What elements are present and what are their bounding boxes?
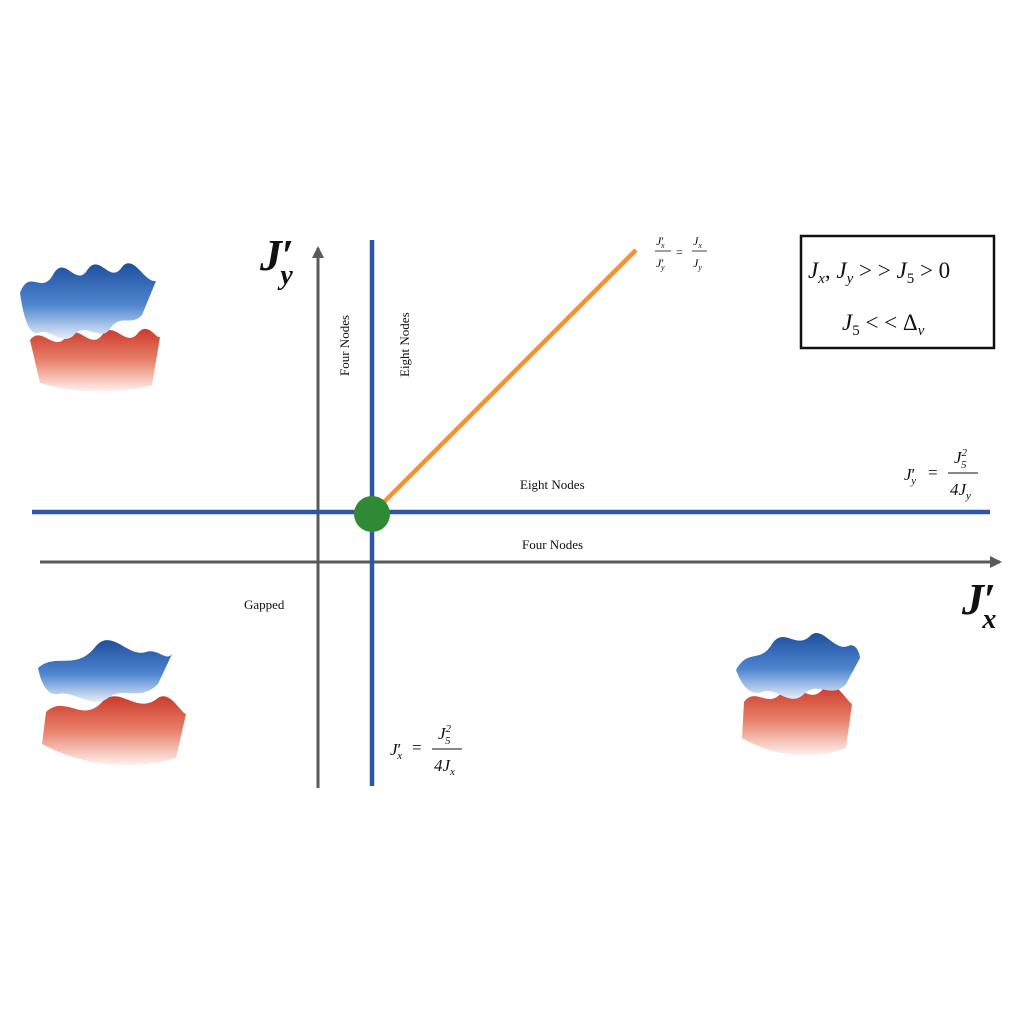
diagonal-line (376, 248, 638, 510)
horizontal-boundary-equation: J′y = J2 5 4Jy (904, 447, 978, 502)
condition-box: Jx, Jy > > J5 > 0 J5 < < Δν (799, 234, 996, 350)
region-label-gapped: Gapped (244, 597, 285, 612)
x-axis-label: J′x (961, 575, 996, 635)
region-label-eight-nodes-vertical: Eight Nodes (397, 312, 412, 377)
region-label-four-nodes-horizontal: Four Nodes (522, 537, 583, 552)
svg-text:Jx: Jx (693, 234, 702, 250)
svg-text:=: = (676, 245, 683, 259)
svg-text:4Jy: 4Jy (950, 480, 971, 502)
svg-text:=: = (412, 738, 422, 757)
svg-text:J′x: J′x (390, 740, 402, 762)
svg-text:J25: J2 5 (954, 447, 968, 471)
diagonal-equation: J′x J′y = Jx Jy (655, 234, 707, 272)
svg-text:Jy: Jy (693, 256, 702, 272)
condition-line-2: J5 < < Δν (842, 310, 925, 339)
svg-text:4Jx: 4Jx (434, 756, 455, 778)
svg-text:J25: J2 5 (438, 723, 452, 747)
svg-text:=: = (928, 463, 938, 482)
condition-line-1: Jx, Jy > > J5 > 0 (808, 258, 950, 287)
svg-text:J′x: J′x (656, 234, 665, 250)
svg-text:J′y: J′y (656, 256, 665, 272)
vertical-boundary-equation: J′x = J2 5 4Jx (390, 723, 462, 778)
critical-point (354, 496, 390, 532)
y-axis-label: J′y (259, 231, 294, 291)
band-structure-top-left-icon (20, 263, 160, 392)
region-label-eight-nodes-horizontal: Eight Nodes (520, 477, 585, 492)
region-label-four-nodes-vertical: Four Nodes (337, 315, 352, 376)
band-structure-bottom-right-icon (736, 632, 860, 756)
svg-text:J′y: J′y (904, 465, 916, 487)
band-structure-bottom-left-icon (38, 640, 186, 766)
